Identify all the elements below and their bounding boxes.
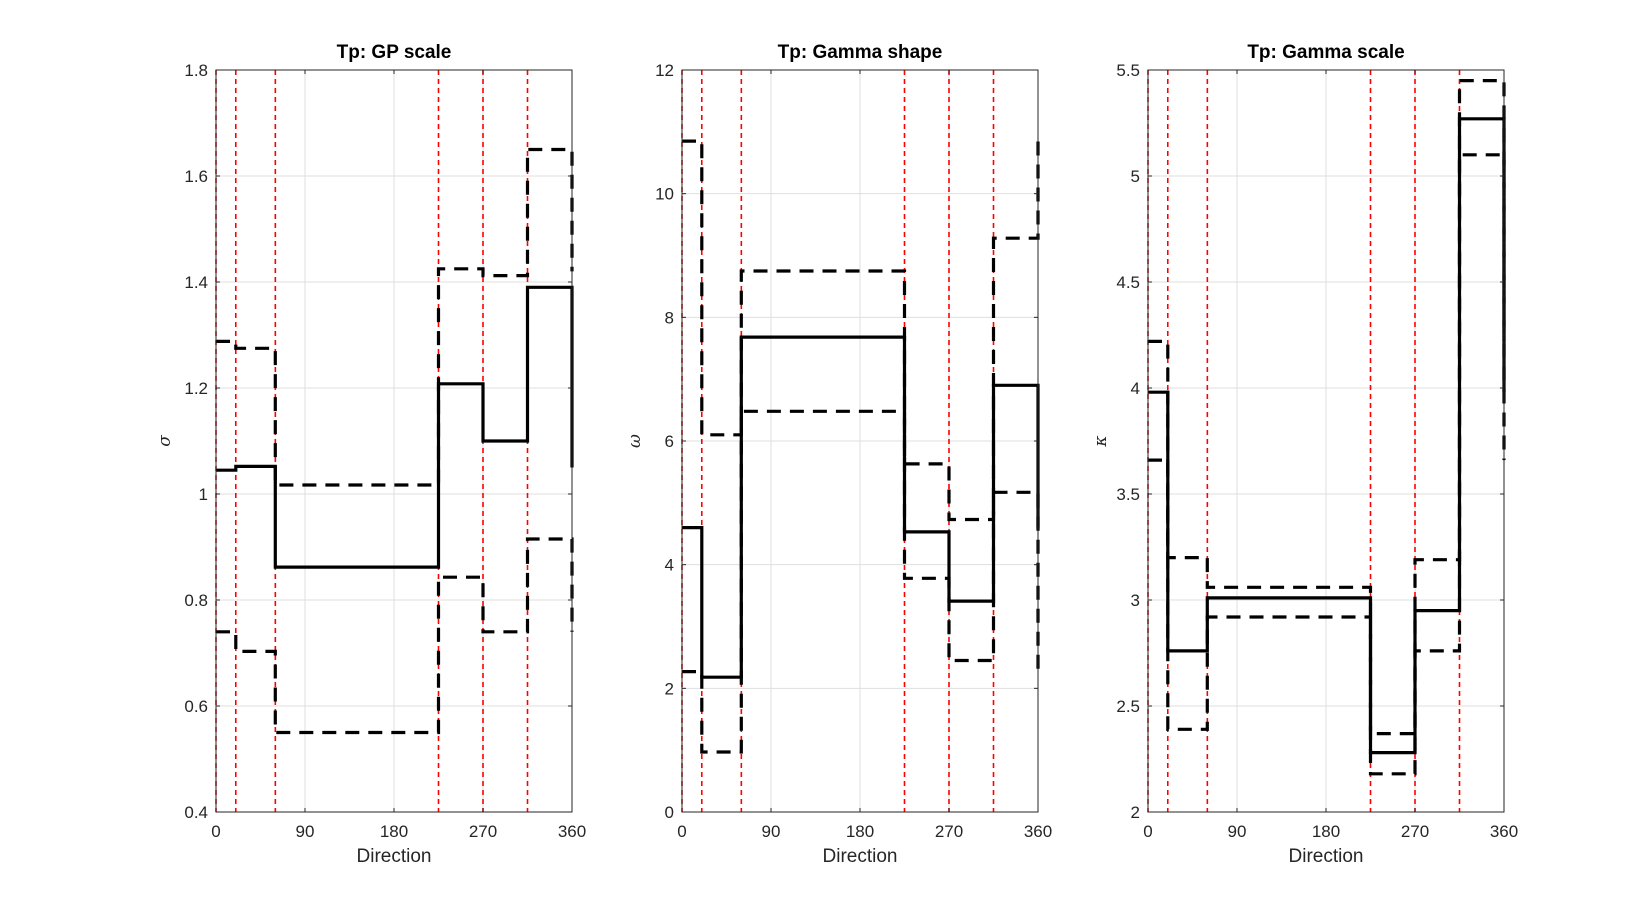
panel-gp-scale: 0 90 180 270 360 0.4 0.6 0.8 1 1.2 1.4 1.6 1.8 Tp: G…	[155, 42, 586, 867]
y-tick-label: 6	[665, 432, 674, 451]
panel-gamma-scale: 0 90 180 270 360 2 2.5 3 3.5 4 4.5 5 5.5 Tp: Gamma s…	[1091, 42, 1518, 867]
tick-layer: 0 90 180 270 360 0 2 4 6 8 10 12	[655, 61, 1052, 841]
y-tick-label: 10	[655, 185, 674, 204]
series-layer	[682, 138, 1040, 754]
x-axis-label: Direction	[357, 846, 432, 867]
confidence-bound-line	[682, 138, 1040, 522]
panel-gamma-shape: 0 90 180 270 360 0 2 4 6 8 10 12 Tp: Gamma shape Di…	[625, 42, 1052, 867]
x-tick-label: 180	[846, 822, 874, 841]
y-tick-label: 5.5	[1116, 61, 1140, 80]
x-tick-label: 360	[558, 822, 586, 841]
chart-title: Tp: GP scale	[337, 42, 452, 63]
x-tick-label: 270	[1401, 822, 1429, 841]
tick-layer: 0 90 180 270 360 0.4 0.6 0.8 1 1.2 1.4 1.6 1.8	[184, 61, 586, 841]
x-tick-label: 360	[1024, 822, 1052, 841]
y-tick-label: 0.4	[184, 803, 208, 822]
confidence-bound-line	[216, 537, 574, 735]
y-axis-label: ω	[625, 434, 645, 448]
y-tick-label: 4	[665, 556, 674, 575]
x-tick-label: 180	[380, 822, 408, 841]
y-tick-label: 1.6	[184, 167, 208, 186]
chart-title: Tp: Gamma shape	[778, 42, 943, 63]
y-tick-label: 8	[665, 308, 674, 327]
x-tick-label: 0	[677, 822, 686, 841]
x-tick-label: 0	[211, 822, 220, 841]
x-tick-label: 270	[469, 822, 497, 841]
x-tick-label: 180	[1312, 822, 1340, 841]
x-tick-label: 90	[296, 822, 315, 841]
y-tick-label: 2	[1131, 803, 1140, 822]
y-tick-label: 3.5	[1116, 485, 1140, 504]
y-tick-label: 12	[655, 61, 674, 80]
y-tick-label: 1.8	[184, 61, 208, 80]
y-tick-label: 4.5	[1116, 273, 1140, 292]
x-axis-label: Direction	[1289, 846, 1364, 867]
y-axis-label: κ	[1091, 435, 1111, 447]
confidence-bound-line	[682, 409, 1040, 754]
y-tick-label: 1.4	[184, 273, 208, 292]
y-tick-label: 0.8	[184, 591, 208, 610]
y-tick-label: 0.6	[184, 697, 208, 716]
confidence-bound-line	[216, 147, 574, 487]
x-tick-label: 360	[1490, 822, 1518, 841]
chart-title: Tp: Gamma scale	[1247, 42, 1404, 63]
y-axis-label: σ	[155, 435, 175, 447]
x-axis-label: Direction	[823, 846, 898, 867]
x-tick-label: 270	[935, 822, 963, 841]
y-tick-label: 1	[199, 485, 208, 504]
series-layer	[216, 147, 574, 735]
confidence-bound-line	[1148, 153, 1506, 776]
y-tick-label: 4	[1131, 379, 1140, 398]
y-tick-label: 3	[1131, 591, 1140, 610]
x-tick-label: 90	[1228, 822, 1247, 841]
y-tick-label: 0	[665, 803, 674, 822]
tick-layer: 0 90 180 270 360 2 2.5 3 3.5 4 4.5 5 5.5	[1116, 61, 1518, 841]
y-tick-label: 1.2	[184, 379, 208, 398]
y-tick-label: 2.5	[1116, 697, 1140, 716]
x-tick-label: 90	[762, 822, 781, 841]
x-tick-label: 0	[1143, 822, 1152, 841]
y-tick-label: 5	[1131, 167, 1140, 186]
y-tick-label: 2	[665, 679, 674, 698]
series-layer	[1148, 79, 1506, 776]
